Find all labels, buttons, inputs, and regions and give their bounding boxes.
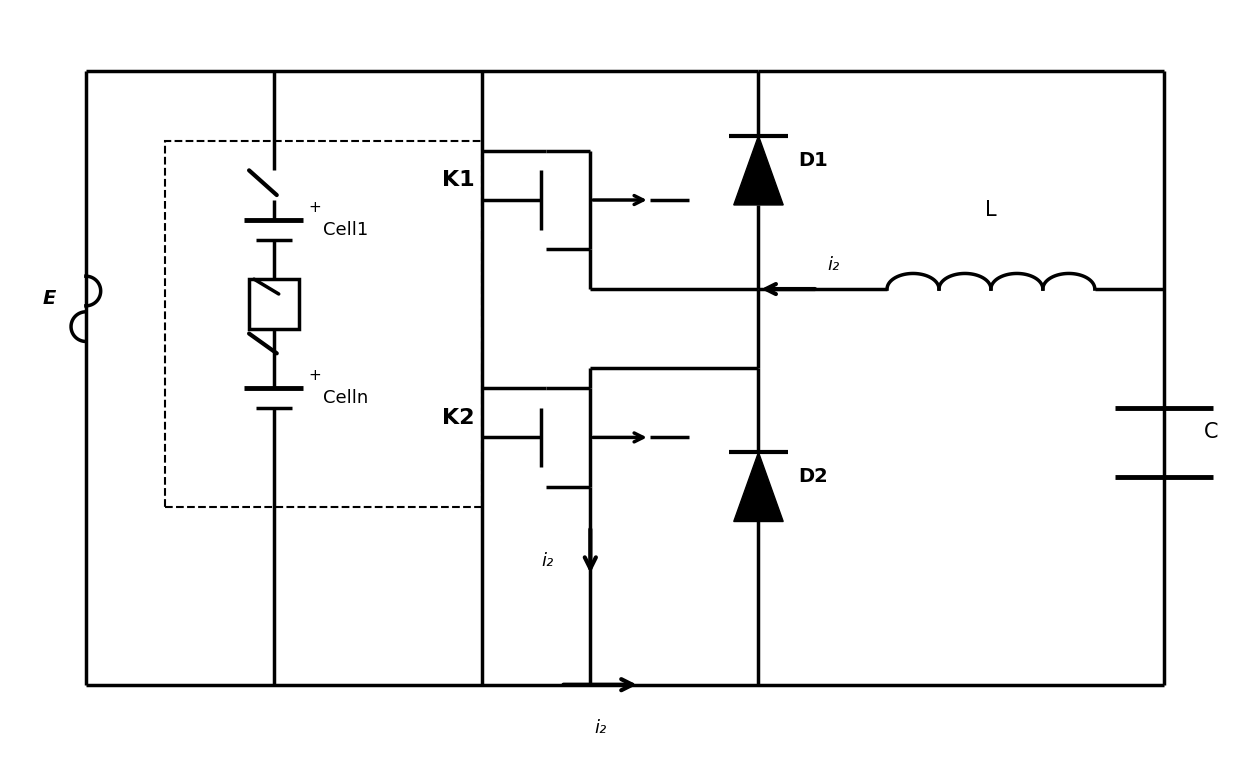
Text: +: + [309,368,321,383]
Text: +: + [309,200,321,215]
Text: i₂: i₂ [828,257,839,274]
Text: C: C [1204,422,1218,442]
Text: L: L [985,200,997,220]
Text: i₂: i₂ [594,720,606,737]
Bar [249,279,299,329]
Text: Celln: Celln [324,389,368,407]
Text: D2: D2 [799,468,828,486]
Polygon shape [734,452,784,521]
Text: D1: D1 [799,151,828,170]
Text: E: E [43,290,56,309]
Text: Cell1: Cell1 [324,220,368,239]
Polygon shape [734,136,784,205]
Text: K1: K1 [441,170,475,190]
Text: i₂: i₂ [541,552,553,570]
Bar [165,141,481,507]
Text: K2: K2 [441,408,475,428]
